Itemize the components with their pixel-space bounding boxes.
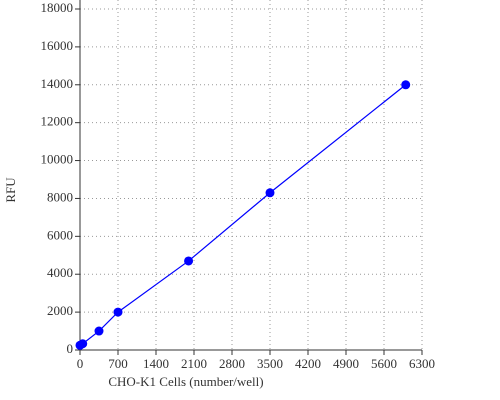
x-tick-label: 4200 [295, 356, 321, 371]
x-tick-label: 1400 [143, 356, 169, 371]
y-tick-label: 8000 [47, 189, 73, 204]
y-tick-label: 18000 [41, 0, 74, 15]
y-tick-label: 2000 [47, 303, 73, 318]
y-tick-label: 16000 [41, 38, 74, 53]
x-tick-label: 700 [108, 356, 128, 371]
x-tick-label: 2800 [219, 356, 245, 371]
y-tick-label: 14000 [41, 76, 74, 91]
series-line [79, 84, 407, 346]
x-tick-label: 5600 [371, 356, 397, 371]
x-tick-label: 6300 [409, 356, 435, 371]
x-tick-label: 2100 [181, 356, 207, 371]
y-tick-label: 12000 [41, 114, 74, 129]
x-tick-label: 0 [77, 356, 84, 371]
y-axis-label: RFU [3, 177, 18, 203]
data-point [265, 188, 275, 198]
data-point [401, 80, 411, 90]
x-tick-label: 4900 [333, 356, 359, 371]
data-point [113, 307, 123, 317]
x-axis-label: CHO-K1 Cells (number/well) [108, 374, 263, 389]
data-point [184, 256, 194, 266]
y-tick-label: 0 [67, 341, 74, 356]
data-point [94, 326, 104, 336]
data-point [78, 339, 88, 349]
y-tick-label: 6000 [47, 227, 73, 242]
x-tick-label: 3500 [257, 356, 283, 371]
y-tick-label: 4000 [47, 265, 73, 280]
y-tick-label: 10000 [41, 152, 74, 167]
